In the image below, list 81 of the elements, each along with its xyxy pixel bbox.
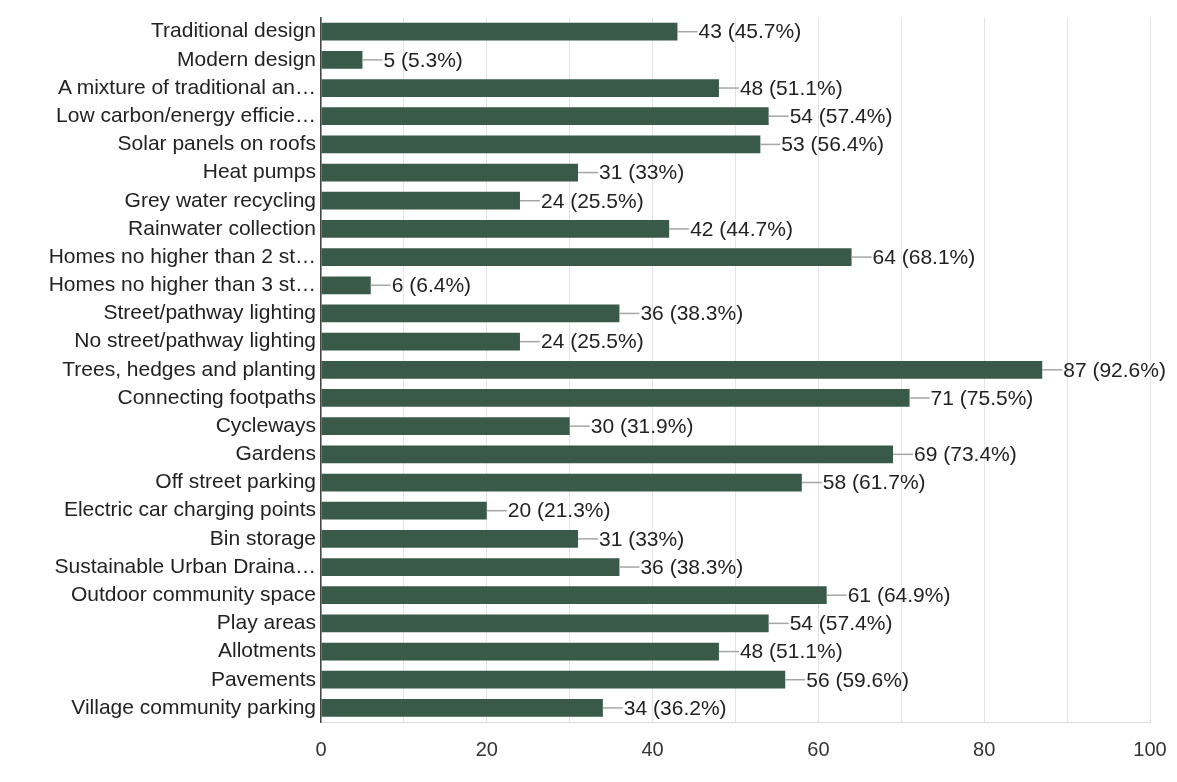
x-tick-label: 0 [315,737,327,760]
data-label: 61 (64.9%) [847,583,951,606]
data-label: 24 (25.5%) [540,188,644,212]
y-tick-label: Outdoor community space [70,582,316,605]
bar [321,360,1043,379]
bar [321,389,910,407]
data-label: 30 (31.9%) [590,413,694,437]
data-label: 53 (56.4%) [781,132,885,156]
y-tick-label: Electric car charging points [63,497,316,521]
bar [321,586,827,605]
bar [321,191,520,210]
bar [321,529,578,548]
bar [321,558,620,576]
data-label: 58 (61.7%) [822,470,926,494]
bar [321,670,786,689]
y-tick-label: Homes no higher than 3 st… [48,272,316,296]
bar [321,276,371,295]
data-label: 48 (51.1%) [739,639,843,663]
y-tick-label: Traditional design [151,18,316,42]
data-label: 43 (45.7%) [698,19,802,43]
x-tick-label: 100 [1133,737,1167,760]
data-label: 48 (51.1%) [739,75,843,99]
bar [321,163,578,182]
x-tick-label: 40 [641,737,664,760]
y-tick-label: Heat pumps [202,159,316,183]
bar [321,642,719,661]
data-label: 31 (33%) [598,160,685,184]
bar [321,699,603,717]
y-tick-label: Village community parking [71,694,316,718]
y-tick-label: Bin storage [209,525,316,549]
y-tick-label: Allotments [217,638,316,662]
y-tick-label: Play areas [216,610,316,634]
x-tick-label: 80 [973,737,996,760]
data-label: 6 (6.4%) [391,273,472,297]
data-label: 20 (21.3%) [507,498,611,522]
y-tick-label: Trees, hedges and planting [62,356,316,380]
bar [321,79,719,97]
data-label: 5 (5.3%) [383,47,463,71]
y-tick-label: A mixture of traditional an… [58,74,316,98]
bar [321,445,894,464]
y-tick-label: Sustainable Urban Draina… [54,553,316,577]
bar [321,220,670,238]
bar [321,501,487,520]
y-tick-label: Homes no higher than 2 st… [48,243,316,267]
y-tick-label: Solar panels on roofs [117,131,316,155]
bar [321,332,520,351]
data-label: 54 (57.4%) [789,611,893,635]
data-label: 64 (68.1%) [872,244,976,268]
data-label: 56 (59.6%) [806,667,909,691]
data-label: 24 (25.5%) [540,329,644,353]
bar [321,304,620,323]
bar [321,248,852,266]
y-tick-label: Rainwater collection [128,215,316,239]
y-tick-label: Low carbon/energy efficie… [56,103,316,127]
y-tick-label: Cycleways [215,412,316,436]
bar [321,50,363,69]
bar [321,22,678,41]
y-tick-label: Modern design [177,46,316,70]
y-tick-label: Street/pathway lighting [103,300,316,324]
y-tick-label: Pavements [210,666,316,690]
data-label: 31 (33%) [598,526,685,550]
bar [321,614,769,633]
bar [321,135,761,154]
data-label: 36 (38.3%) [640,554,744,578]
y-tick-label: Grey water recycling [124,187,316,211]
bar [321,417,570,436]
data-label: 34 (36.2%) [623,695,727,719]
data-label: 54 (57.4%) [789,104,893,128]
data-label: 69 (73.4%) [914,442,1017,466]
bar [321,107,769,126]
y-tick-label: Off street parking [155,469,316,493]
data-label: 71 (75.5%) [930,385,1034,409]
y-tick-label: No street/pathway lighting [74,328,316,352]
data-label: 42 (44.7%) [690,216,793,240]
y-tick-label: Gardens [235,441,316,465]
y-tick-label: Connecting footpaths [117,384,316,408]
bar [321,473,802,492]
data-label: 87 (92.6%) [1063,357,1166,381]
x-tick-label: 60 [807,737,830,760]
data-label: 36 (38.3%) [640,301,744,325]
x-tick-label: 20 [475,737,498,760]
